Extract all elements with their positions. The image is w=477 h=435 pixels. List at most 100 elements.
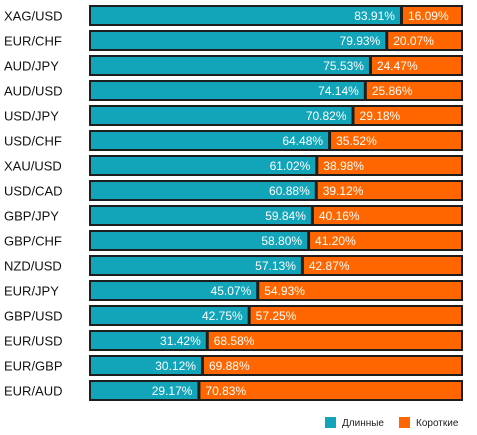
category-label: USD/JPY (4, 109, 59, 124)
category-label: EUR/GBP (4, 359, 63, 374)
value-label-long: 83.91% (354, 9, 395, 23)
category-label: AUD/JPY (4, 59, 59, 74)
bar-short (354, 107, 461, 124)
category-label: AUD/USD (4, 84, 63, 99)
bar-row: EUR/JPY 45.07% 54.93% (4, 280, 463, 301)
value-label-short: 57.25% (256, 309, 297, 323)
value-label-short: 20.07% (393, 34, 434, 48)
value-label-short: 41.20% (315, 234, 356, 248)
bar-long (91, 132, 329, 149)
value-label-short: 68.58% (214, 334, 255, 348)
category-label: NZD/USD (4, 259, 62, 274)
bar-row: GBP/JPY 59.84% 40.16% (4, 205, 463, 226)
bar-row: AUD/JPY 75.53% 24.47% (4, 55, 463, 76)
value-label-long: 70.82% (306, 109, 347, 123)
bar-long (91, 232, 308, 249)
category-label: GBP/CHF (4, 234, 62, 249)
bar-short (331, 132, 461, 149)
value-label-long: 42.75% (202, 309, 243, 323)
legend: Длинные Короткие (325, 417, 459, 429)
value-label-long: 45.07% (211, 284, 252, 298)
bar-row: EUR/AUD 29.17% 70.83% (4, 380, 463, 401)
value-label-long: 30.12% (155, 359, 196, 373)
bar-row: EUR/CHF 79.93% 20.07% (4, 30, 463, 51)
value-label-long: 59.84% (265, 209, 306, 223)
value-label-long: 57.13% (255, 259, 296, 273)
value-label-long: 58.80% (261, 234, 302, 248)
bar-long (91, 57, 369, 74)
category-label: EUR/JPY (4, 284, 59, 299)
bar-short (250, 307, 461, 324)
value-label-short: 24.47% (377, 59, 418, 73)
bar-long (91, 307, 248, 324)
bar-row: EUR/GBP 30.12% 69.88% (4, 355, 463, 376)
bar-short (402, 7, 461, 24)
bar-long (91, 107, 352, 124)
category-label: XAU/USD (4, 159, 62, 174)
bar-row: USD/JPY 70.82% 29.18% (4, 105, 463, 126)
bar-long (91, 357, 201, 374)
value-label-short: 42.87% (309, 259, 350, 273)
category-label: EUR/AUD (4, 384, 63, 399)
category-label: USD/CAD (4, 184, 63, 199)
bar-short (313, 207, 461, 224)
bar-row: AUD/USD 74.14% 25.86% (4, 80, 463, 101)
category-label: EUR/CHF (4, 34, 62, 49)
value-label-long: 60.88% (269, 184, 310, 198)
bar-long (91, 257, 301, 274)
bar-row: USD/CHF 64.48% 35.52% (4, 130, 463, 151)
bar-row: NZD/USD 57.13% 42.87% (4, 255, 463, 276)
value-label-short: 54.93% (264, 284, 305, 298)
category-label: USD/CHF (4, 134, 62, 149)
bar-long (91, 382, 198, 399)
bar-short (310, 232, 461, 249)
bar-long (91, 207, 311, 224)
bar-short (203, 357, 461, 374)
bar-row: EUR/USD 31.42% 68.58% (4, 330, 463, 351)
legend-swatch-short (399, 417, 410, 428)
bar-short (303, 257, 461, 274)
bar-row: USD/CAD 60.88% 39.12% (4, 180, 463, 201)
value-label-short: 25.86% (372, 84, 413, 98)
bar-long (91, 32, 386, 49)
bar-short (200, 382, 461, 399)
bar-short (366, 82, 461, 99)
category-label: EUR/USD (4, 334, 63, 349)
category-label: GBP/JPY (4, 209, 59, 224)
value-label-short: 69.88% (209, 359, 250, 373)
value-label-short: 70.83% (205, 384, 246, 398)
bar-short (317, 182, 461, 199)
category-label: XAG/USD (4, 9, 63, 24)
value-label-short: 38.98% (323, 159, 364, 173)
legend-swatch-long (325, 417, 336, 428)
value-label-long: 79.93% (340, 34, 381, 48)
value-label-long: 74.14% (318, 84, 359, 98)
bar-long (91, 282, 257, 299)
value-label-long: 64.48% (282, 134, 323, 148)
bar-short (371, 57, 461, 74)
bar-long (91, 7, 400, 24)
value-label-long: 61.02% (270, 159, 311, 173)
value-label-short: 16.09% (408, 9, 449, 23)
bar-short (208, 332, 461, 349)
bar-long (91, 157, 316, 174)
category-label: GBP/USD (4, 309, 63, 324)
value-label-long: 75.53% (323, 59, 364, 73)
bar-row: GBP/CHF 58.80% 41.20% (4, 230, 463, 251)
bar-long (91, 332, 206, 349)
value-label-short: 40.16% (319, 209, 360, 223)
bar-long (91, 182, 315, 199)
bar-long (91, 82, 364, 99)
bar-row: XAU/USD 61.02% 38.98% (4, 155, 463, 176)
bar-short (388, 32, 461, 49)
value-label-long: 31.42% (160, 334, 201, 348)
bar-row: GBP/USD 42.75% 57.25% (4, 305, 463, 326)
bar-rows: XAG/USD 83.91% 16.09% EUR/CHF 79.93% 20.07% AU… (4, 5, 463, 401)
value-label-short: 29.18% (360, 109, 401, 123)
bar-row: XAG/USD 83.91% 16.09% (4, 5, 463, 26)
value-label-long: 29.17% (152, 384, 193, 398)
value-label-short: 35.52% (336, 134, 377, 148)
legend-label-short: Короткие (416, 418, 459, 429)
legend-label-long: Длинные (342, 418, 384, 429)
